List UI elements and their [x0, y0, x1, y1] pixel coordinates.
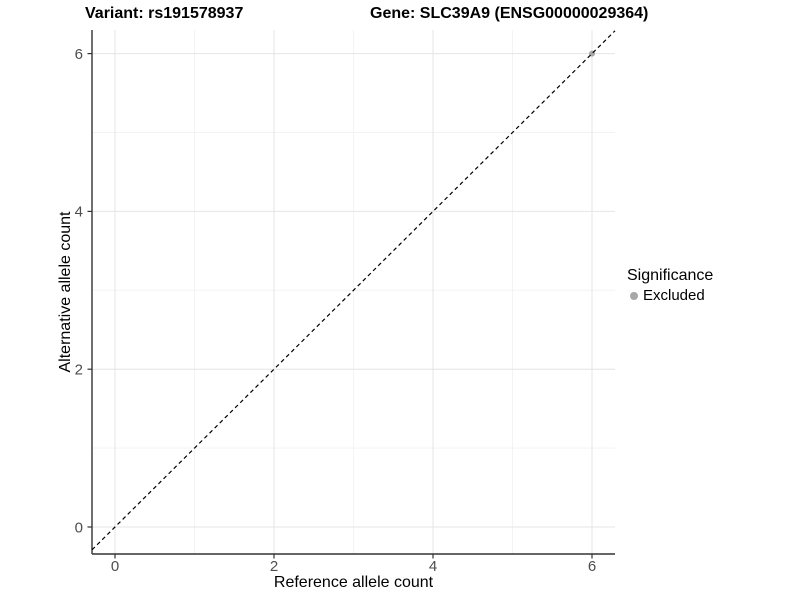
- legend-title: Significance: [627, 267, 714, 284]
- y-axis-title: Alternative allele count: [57, 211, 74, 373]
- y-tick-label: 6: [75, 46, 83, 63]
- legend-item-label: Excluded: [643, 287, 705, 304]
- y-tick-label: 2: [75, 361, 83, 378]
- x-axis-title: Reference allele count: [273, 574, 434, 591]
- y-tick-label: 0: [75, 519, 83, 536]
- x-tick-label: 2: [270, 558, 278, 575]
- legend: Significance Excluded: [627, 267, 713, 304]
- x-tick-label: 6: [588, 558, 596, 575]
- y-tick-label: 4: [75, 204, 83, 221]
- x-tick-label: 0: [111, 558, 119, 575]
- legend-point-swatch: [630, 291, 638, 300]
- variant-title: Variant: rs191578937: [85, 5, 244, 22]
- identity-dashed-line: [91, 30, 616, 551]
- x-tick-label: 4: [429, 558, 437, 575]
- gene-title: Gene: SLC39A9 (ENSG00000029364): [370, 5, 649, 22]
- legend-item-excluded: Excluded: [627, 287, 713, 304]
